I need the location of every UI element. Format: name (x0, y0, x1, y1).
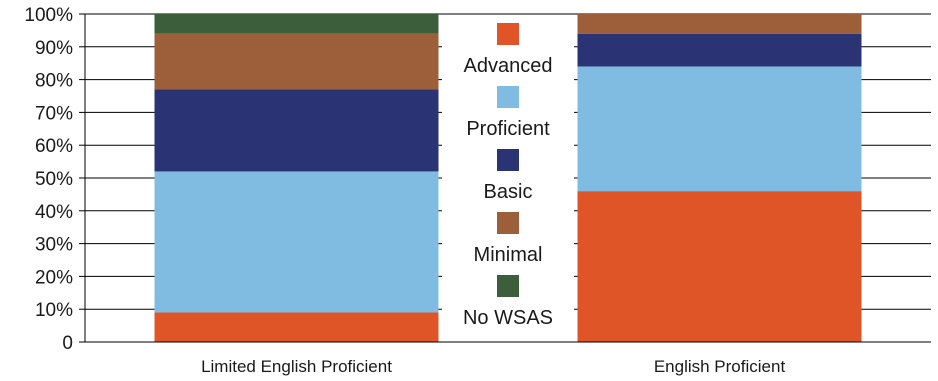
legend-label: Minimal (474, 244, 543, 266)
legend-swatch (497, 212, 519, 234)
legend-swatch (497, 275, 519, 297)
x-category-label: English Proficient (654, 357, 786, 376)
y-tick-label: 80% (35, 71, 73, 92)
y-tick-label: 20% (35, 267, 73, 288)
legend-swatch (497, 23, 519, 45)
y-tick-label: 10% (35, 300, 73, 321)
legend-swatch (497, 86, 519, 108)
bars (154, 14, 862, 342)
bar-segment-basic (577, 33, 862, 67)
y-tick-label: 90% (35, 38, 73, 59)
y-tick-label: 100% (24, 5, 73, 26)
bar-segment-minimal (154, 33, 439, 90)
y-tick-label: 40% (35, 202, 73, 223)
y-tick-label: 30% (35, 235, 73, 256)
y-axis: 0 10% 20% 30% 40% 50% 60% 70% 80% 90% 100% (24, 5, 86, 354)
y-tick-label: 70% (35, 103, 73, 124)
bar-segment-advanced (577, 191, 862, 342)
bar-segment-minimal (577, 14, 862, 34)
legend-label: No WSAS (463, 307, 553, 329)
x-axis: Limited English Proficient English Profic… (85, 341, 931, 376)
legend-label: Proficient (466, 118, 550, 140)
bar-segment-no-wsas (154, 14, 439, 34)
bar-segment-advanced (154, 312, 439, 342)
bar-segment-basic (154, 89, 439, 172)
y-tick-label: 50% (35, 169, 73, 190)
bar-segment-proficient (154, 171, 439, 313)
legend-swatch (497, 149, 519, 171)
legend-label: Advanced (464, 55, 553, 77)
bar-segment-proficient (577, 66, 862, 192)
legend-label: Basic (484, 181, 533, 203)
y-tick-label: 60% (35, 136, 73, 157)
legend: Advanced Proficient Basic Minimal No WSAS (442, 20, 574, 335)
y-tick-label: 0 (62, 333, 73, 354)
x-category-label: Limited English Proficient (201, 357, 392, 376)
